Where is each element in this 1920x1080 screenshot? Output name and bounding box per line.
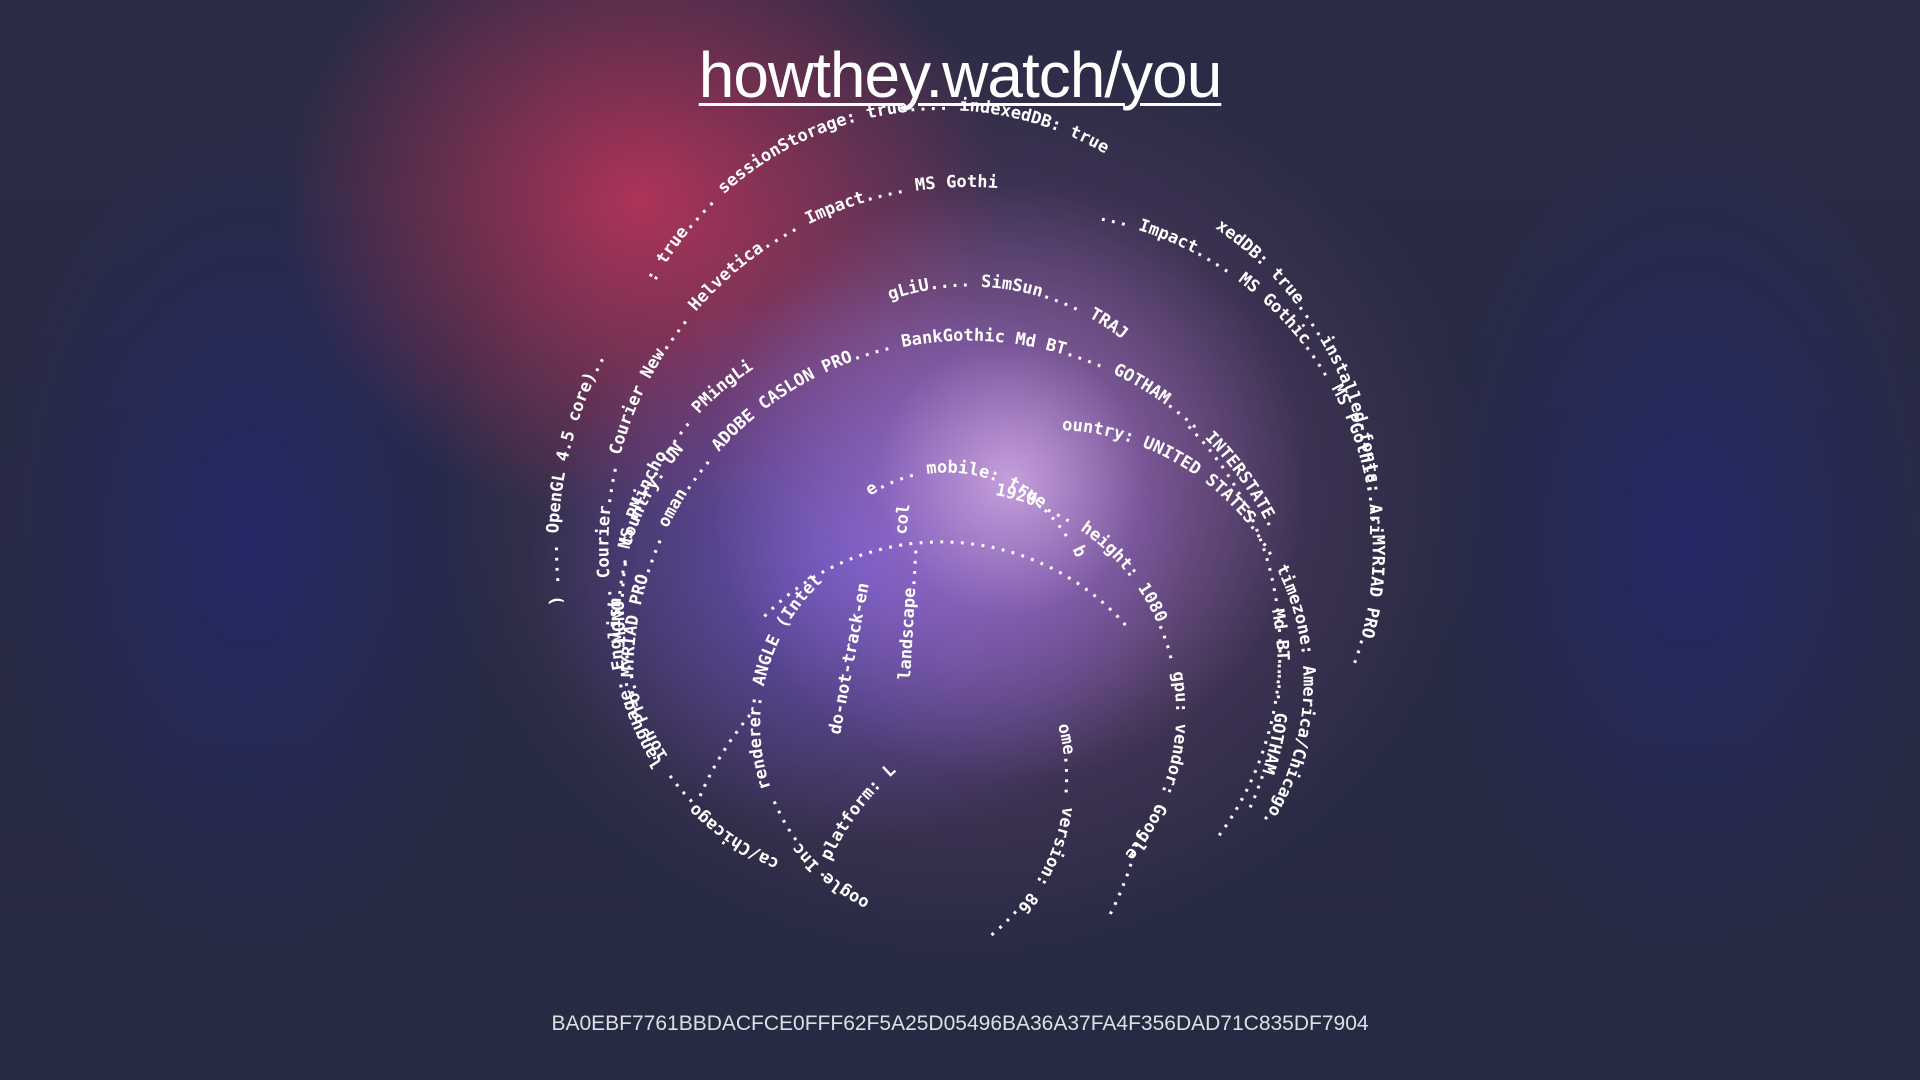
fingerprint-line: ... MYRIAD PRO.... oman.... ADOBE CASLON… xyxy=(0,0,1283,720)
fingerprint-line: landscape.... xyxy=(895,546,923,680)
fingerprint-hash: BA0EBF7761BBDACFCE0FFF62F5A25D05496BA36A… xyxy=(551,1012,1369,1035)
site-title-link[interactable]: howthey.watch/you xyxy=(698,39,1223,111)
fingerprint-line: 1920.... height: 1080.... gpu: vendor: G… xyxy=(994,480,1191,864)
fingerprint-line: col xyxy=(891,503,914,536)
fingerprint-line: do-not-track-en xyxy=(825,581,874,736)
fingerprint-line: ome.... version: 86.... xyxy=(984,721,1080,947)
